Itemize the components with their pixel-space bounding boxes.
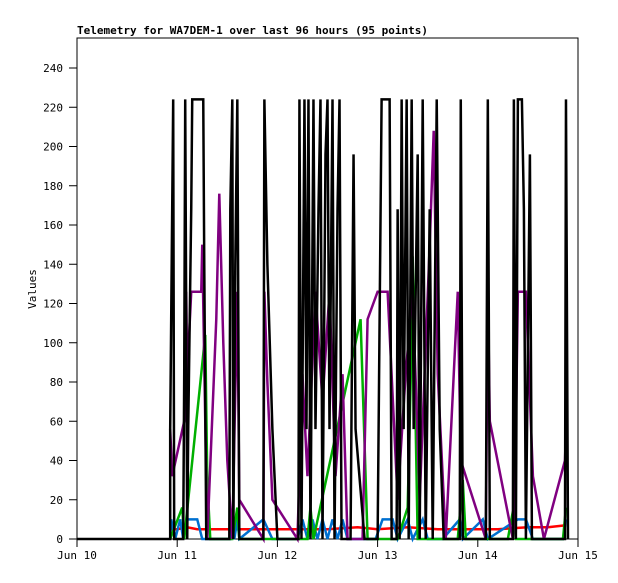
series-line-1 xyxy=(170,524,567,531)
y-tick-label: 60 xyxy=(50,415,63,428)
y-tick-label: 160 xyxy=(43,219,63,232)
y-tick-label: 0 xyxy=(56,533,63,546)
x-tick-label: Jun 13 xyxy=(358,549,398,562)
x-tick-label: Jun 14 xyxy=(458,549,498,562)
series-line-5 xyxy=(77,98,570,541)
x-tick-label: Jun 10 xyxy=(57,549,97,562)
y-tick-label: 20 xyxy=(50,494,63,507)
y-axis-label: Values xyxy=(26,269,39,309)
y-tick-label: 80 xyxy=(50,376,63,389)
y-tick-label: 100 xyxy=(43,337,63,350)
y-tick-label: 220 xyxy=(43,101,63,114)
y-tick-label: 180 xyxy=(43,180,63,193)
y-tick-label: 40 xyxy=(50,455,63,468)
series-1 xyxy=(170,524,567,531)
y-tick-label: 240 xyxy=(43,62,63,75)
series-5 xyxy=(77,98,570,541)
chart-title: Telemetry for WA7DEM-1 over last 96 hour… xyxy=(77,24,428,37)
y-tick-label: 120 xyxy=(43,298,63,311)
x-tick-label: Jun 15 xyxy=(558,549,598,562)
x-tick-label: Jun 12 xyxy=(258,549,298,562)
x-tick-label: Jun 11 xyxy=(157,549,197,562)
y-tick-label: 140 xyxy=(43,258,63,271)
y-tick-label: 200 xyxy=(43,141,63,154)
